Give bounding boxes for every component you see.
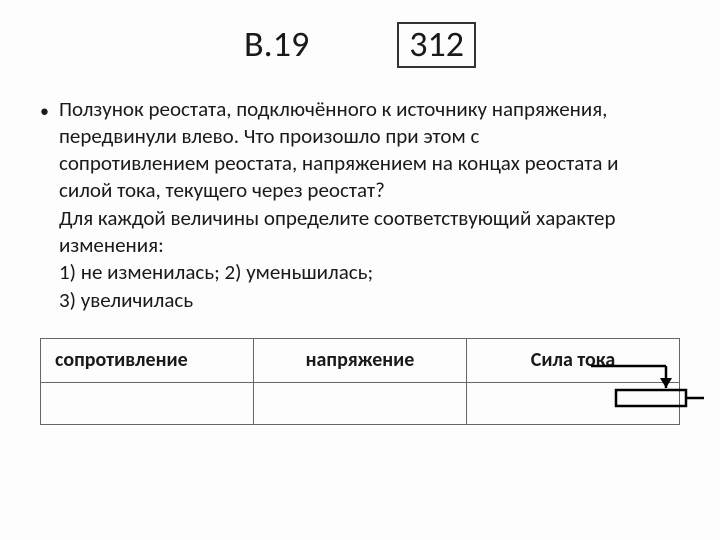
col-voltage: напряжение xyxy=(254,338,467,382)
header-row: В.19 312 xyxy=(0,0,720,68)
answer-table: сопротивление напряжение Сила тока xyxy=(40,338,680,425)
cell-voltage[interactable] xyxy=(254,382,467,424)
cell-resistance[interactable] xyxy=(41,382,254,424)
rheostat-diagram xyxy=(586,356,706,416)
slide-title: В.19 xyxy=(244,22,309,66)
bullet-icon: • xyxy=(40,96,49,314)
table-header-row: сопротивление напряжение Сила тока xyxy=(41,338,680,382)
problem-text: Ползунок реостата, подключённого к источ… xyxy=(59,96,619,314)
content-area: • Ползунок реостата, подключённого к ист… xyxy=(0,68,720,314)
page-number-badge: 312 xyxy=(397,22,476,68)
table-answer-row xyxy=(41,382,680,424)
problem-block: • Ползунок реостата, подключённого к ист… xyxy=(40,96,680,314)
col-resistance: сопротивление xyxy=(41,338,254,382)
